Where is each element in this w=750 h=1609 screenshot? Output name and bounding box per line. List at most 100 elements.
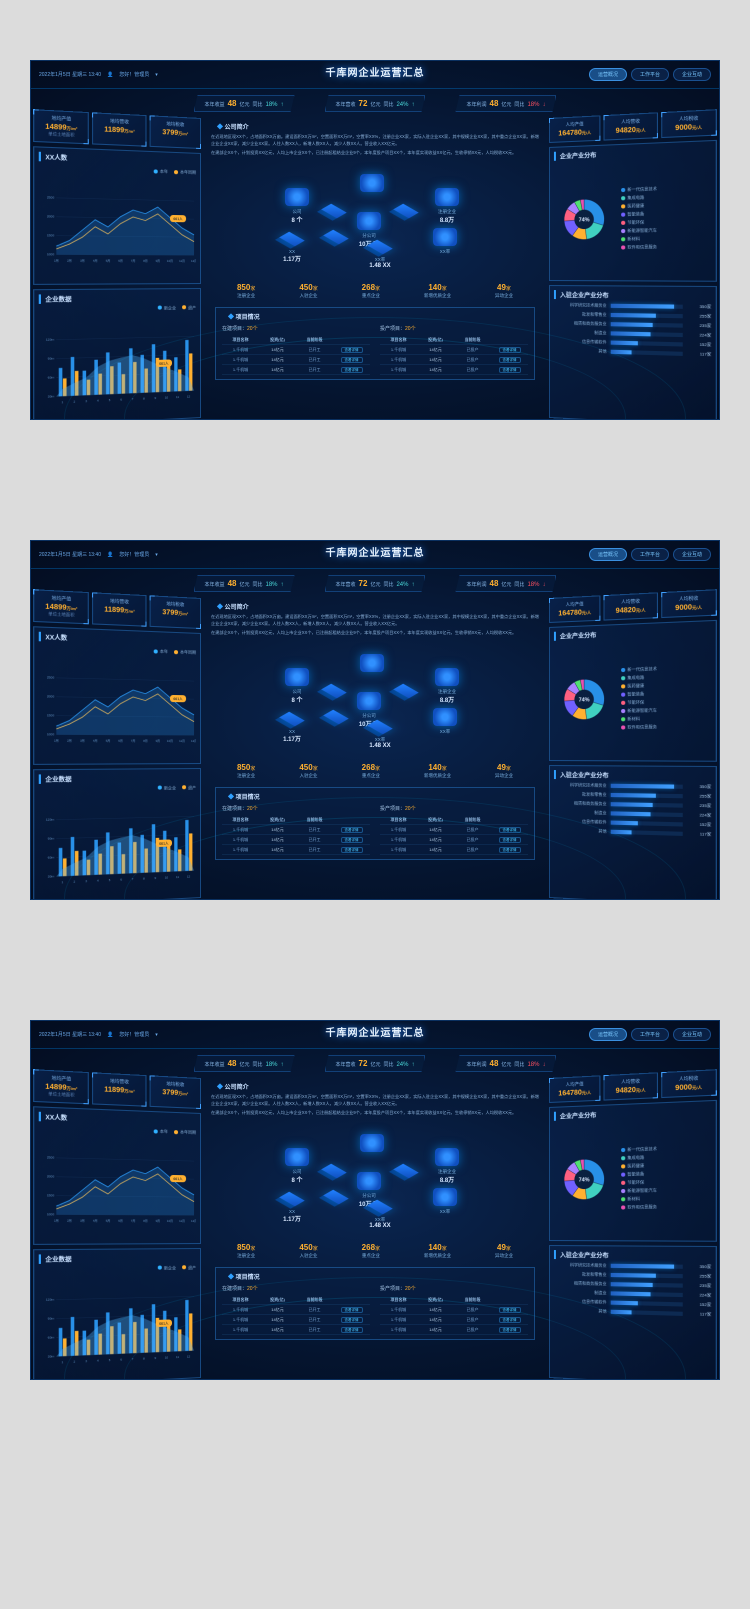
detail-button[interactable]: 查看详情	[499, 357, 521, 363]
nav-btn-0[interactable]: 运营概况	[589, 68, 627, 81]
header-bar: 2022年1月5日 星期三 13:40 👤 您好！管理员 ▾ 千库网企业运营汇总…	[31, 61, 719, 89]
pie-legend-item: 节能环保	[621, 219, 657, 226]
detail-button[interactable]: 查看详情	[341, 847, 363, 853]
detail-button[interactable]: 查看详情	[499, 837, 521, 843]
svg-text:1: 1	[62, 400, 64, 404]
svg-text:11月: 11月	[179, 259, 185, 263]
metric-label: 重点企业	[362, 293, 380, 299]
svg-text:11: 11	[176, 395, 179, 399]
iso-shape-icon	[435, 1148, 459, 1166]
svg-text:1月: 1月	[54, 259, 59, 263]
nav-btn-2[interactable]: 企业互动	[673, 548, 711, 561]
hbar-label: 租赁和商务服务业	[554, 1280, 607, 1287]
detail-button[interactable]: 查看详情	[341, 827, 363, 833]
iso-shape-icon	[367, 240, 392, 255]
detail-button[interactable]: 查看详情	[499, 1327, 521, 1333]
nav-btn-2[interactable]: 企业互动	[673, 68, 711, 81]
proj-amount: 14亿元	[259, 1307, 296, 1313]
proj-amount: 14亿元	[259, 347, 296, 353]
proj-stage: 已开工	[296, 847, 333, 853]
proj-col: 当前阶段	[296, 337, 333, 343]
detail-button[interactable]: 查看详情	[499, 367, 521, 373]
proj-name: 1.千机城	[380, 837, 417, 843]
nav-btn-1[interactable]: 工作平台	[631, 68, 669, 81]
svg-text:2000: 2000	[47, 695, 55, 699]
chevron-down-icon[interactable]: ▾	[155, 1032, 158, 1038]
nav-btn-0[interactable]: 运营概况	[589, 1028, 627, 1041]
svg-text:74%: 74%	[579, 697, 590, 703]
metric-label: 入驻企业	[299, 1253, 317, 1259]
metric-3: 140家 新增优质企业	[424, 1243, 451, 1259]
iso-label: XX率	[433, 1209, 457, 1215]
chevron-down-icon[interactable]: ▾	[155, 552, 158, 558]
iso-shape-icon	[393, 204, 418, 219]
detail-button[interactable]: 查看详情	[341, 1307, 363, 1313]
proj-amount: 14亿元	[259, 357, 296, 363]
stat-box-0: 地均产值 14899万/m² 单位土地面积	[33, 1069, 89, 1104]
detail-button[interactable]: 查看详情	[341, 1317, 363, 1323]
metric-label: 异动企业	[495, 773, 513, 779]
iso-node-7	[325, 1190, 347, 1204]
kpi-value: 48	[228, 1059, 237, 1068]
metric-label: 异动企业	[495, 1253, 513, 1259]
iso-shape-icon	[360, 174, 384, 192]
pie-legend-item: 新能源智能汽车	[621, 1187, 657, 1194]
proj-amount: 14亿元	[259, 827, 296, 833]
svg-text:3: 3	[85, 879, 87, 883]
arrow-up-icon: ↑	[281, 582, 284, 588]
svg-text:8月: 8月	[143, 1219, 148, 1223]
hbars-title: 入驻企业产业分布	[554, 770, 711, 781]
proj-sub-label: 投产项目：20个	[380, 805, 416, 812]
metric-unit: 家	[375, 1246, 380, 1252]
iso-shape-icon	[433, 1188, 457, 1206]
iso-node-0: 公司 8 个	[285, 188, 309, 224]
svg-text:3月: 3月	[80, 259, 85, 263]
svg-text:10月: 10月	[167, 739, 173, 743]
nav-btn-1[interactable]: 工作平台	[631, 1028, 669, 1041]
proj-stage: 已开工	[296, 1317, 333, 1323]
proj-stage: 已投产	[454, 1307, 491, 1313]
detail-button[interactable]: 查看详情	[499, 1317, 521, 1323]
proj-name: 1.千机城	[222, 1307, 259, 1313]
detail-button[interactable]: 查看详情	[341, 837, 363, 843]
detail-button[interactable]: 查看详情	[341, 347, 363, 353]
stat-label: 人均税收	[665, 1075, 712, 1084]
proj-head-row: 项目名称投资(亿)当前阶段	[380, 335, 528, 345]
nav-btn-2[interactable]: 企业互动	[673, 1028, 711, 1041]
svg-text:1000: 1000	[47, 733, 55, 737]
detail-button[interactable]: 查看详情	[499, 347, 521, 353]
metric-value: 49	[497, 283, 506, 292]
detail-button[interactable]: 查看详情	[341, 357, 363, 363]
hbar-fill	[611, 1272, 657, 1277]
stat-value: 164780元/人	[553, 1089, 597, 1098]
detail-button[interactable]: 查看详情	[499, 827, 521, 833]
iso-grid: 公司 8 个 注册企业 8.8万 分公司 10万 家	[245, 650, 505, 750]
detail-button[interactable]: 查看详情	[499, 847, 521, 853]
detail-button[interactable]: 查看详情	[341, 1327, 363, 1333]
legend-item: 本年同期	[174, 169, 196, 176]
detail-button[interactable]: 查看详情	[341, 367, 363, 373]
left-column: 地均产值 14899万/m² 单位土地面积 地均营收 11899万/m² 地均税…	[33, 1069, 201, 1380]
hbar-fill	[611, 1263, 674, 1268]
detail-button[interactable]: 查看详情	[499, 1307, 521, 1313]
kpi-pct-label: 同比	[252, 581, 262, 588]
metric-value: 450	[299, 1243, 312, 1252]
nav-btn-0[interactable]: 运营概况	[589, 548, 627, 561]
iso-value: 1.17万	[281, 1214, 303, 1223]
chevron-down-icon[interactable]: ▾	[155, 72, 158, 78]
metric-value: 268	[362, 283, 375, 292]
kpi-pct-label: 同比	[383, 1061, 393, 1068]
header-left: 2022年1月5日 星期三 13:40 👤 您好！管理员 ▾	[39, 551, 158, 558]
nav-btn-1[interactable]: 工作平台	[631, 548, 669, 561]
iso-shape-icon	[321, 684, 346, 699]
kpi-pct: 24%	[396, 1062, 408, 1068]
proj-name: 1.千机城	[380, 1307, 417, 1313]
svg-text:1000: 1000	[47, 253, 55, 257]
kpi-value: 48	[228, 579, 237, 588]
table-row: 1.千机城 14亿元 已开工 查看详情	[222, 825, 370, 835]
hbar-value: 152家	[687, 341, 711, 348]
svg-text:12月: 12月	[191, 1219, 196, 1223]
panel-pie: 企业产业分布 74% 新一代信息技术集成电路医药健康智能装备节能环保新能源智能汽…	[549, 1100, 717, 1241]
stat-value: 164780元/人	[553, 129, 597, 138]
pie-wrap: 74% 新一代信息技术集成电路医药健康智能装备节能环保新能源智能汽车新材料软件和…	[554, 158, 711, 276]
